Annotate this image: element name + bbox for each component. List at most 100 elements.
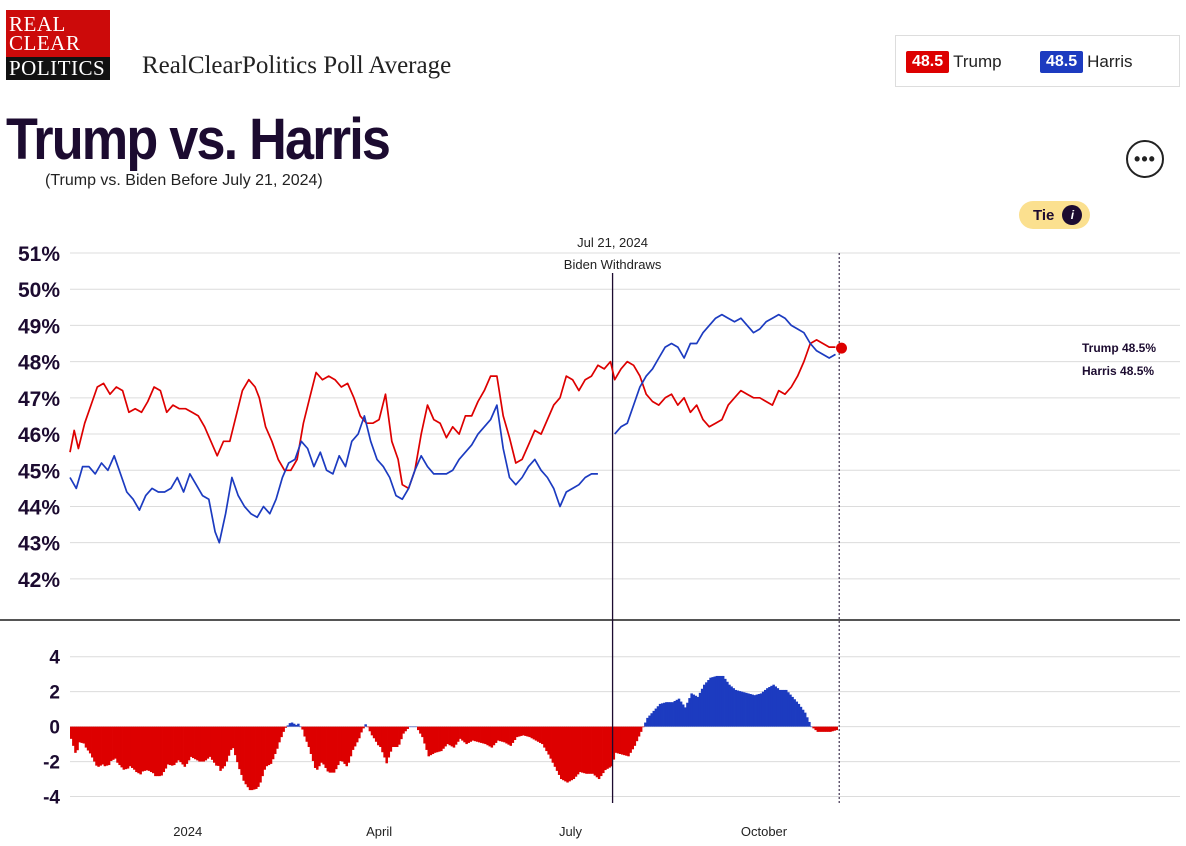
- spread-bar: [507, 726, 510, 745]
- spread-bar: [597, 726, 601, 780]
- spread-bar: [568, 726, 571, 782]
- spread-bar: [372, 726, 376, 739]
- spread-bar: [629, 726, 632, 753]
- spread-bar: [789, 694, 792, 727]
- spread-bar: [824, 726, 828, 732]
- tie-badge[interactable]: Tie i: [1019, 201, 1090, 229]
- spread-bar: [469, 726, 473, 742]
- spread-bar: [496, 726, 500, 741]
- spread-bar: [541, 726, 544, 745]
- spread-bar: [370, 726, 374, 736]
- spread-bar: [736, 690, 740, 727]
- y-tick-label: 46%: [18, 424, 60, 447]
- spread-bar: [91, 726, 94, 758]
- spread-bar: [88, 726, 92, 754]
- spread-bar: [490, 726, 494, 748]
- spread-bar: [803, 712, 807, 727]
- spread-bar: [423, 726, 426, 744]
- spread-bar: [774, 686, 777, 727]
- spread-bar: [322, 726, 325, 765]
- spread-bar: [635, 726, 639, 742]
- spread-bar: [700, 688, 704, 727]
- spread-bar: [328, 726, 332, 773]
- spread-bar: [116, 726, 119, 763]
- spread-bar: [475, 726, 479, 742]
- legend-trump[interactable]: 48.5 Trump: [906, 51, 1002, 73]
- spread-bar: [471, 726, 475, 741]
- y-tick-label: 49%: [18, 315, 60, 338]
- spread-bar: [118, 726, 121, 766]
- spread-bar: [431, 726, 435, 754]
- spread-bar: [576, 726, 580, 775]
- spread-bar: [486, 726, 489, 746]
- spread-bar: [339, 726, 342, 761]
- spread-bar: [185, 726, 189, 764]
- spread-bar: [267, 726, 271, 766]
- annotation-event: Biden Withdraws: [564, 257, 662, 272]
- spread-bar: [759, 693, 763, 727]
- spread-bar: [128, 726, 132, 767]
- spread-bar: [692, 694, 695, 727]
- spread-bar: [229, 726, 233, 750]
- legend-harris[interactable]: 48.5 Harris: [1040, 51, 1132, 73]
- spread-bar: [780, 689, 784, 727]
- spread-bar: [168, 726, 172, 766]
- spread-bar: [768, 687, 771, 727]
- spread-bar: [757, 694, 761, 727]
- spread-bar: [280, 726, 283, 738]
- spread-bar: [221, 726, 224, 769]
- spread-bar: [793, 699, 796, 727]
- spread-bar: [673, 700, 677, 727]
- spread-bar: [217, 726, 220, 766]
- spread-bar: [206, 726, 210, 759]
- spread-bar: [795, 701, 799, 727]
- spread-bar: [461, 726, 464, 741]
- spread-bar: [717, 675, 721, 727]
- spread-bar: [589, 726, 592, 774]
- end-label-harris: Harris 48.5%: [1082, 364, 1154, 378]
- spread-bar: [816, 726, 820, 732]
- spread-bar: [316, 726, 319, 770]
- spread-bar: [646, 717, 649, 727]
- spread-bar: [198, 726, 201, 762]
- spread-bar: [278, 726, 281, 743]
- spread-bar: [154, 726, 157, 777]
- spread-bar: [425, 726, 428, 750]
- spread-bar: [433, 726, 437, 753]
- spread-bar: [160, 726, 163, 776]
- spread-bar: [587, 726, 590, 774]
- spread-bar: [782, 689, 786, 727]
- spread-bar: [290, 722, 294, 727]
- spread-bar: [806, 717, 809, 727]
- spread-bar: [84, 726, 88, 748]
- spread-bar: [429, 726, 433, 756]
- spread-bar: [416, 726, 420, 731]
- spread-bar: [715, 675, 719, 727]
- spread-bar: [776, 688, 780, 727]
- rcp-logo[interactable]: REAL CLEAR POLITICS: [6, 10, 110, 80]
- spread-bar: [234, 726, 237, 756]
- spread-bar: [421, 726, 424, 738]
- spread-bar: [532, 726, 536, 740]
- spread-bar: [721, 675, 725, 727]
- spread-bar: [738, 691, 742, 727]
- spread-bar: [295, 724, 298, 727]
- spread-bar: [204, 726, 208, 761]
- spread-bar: [555, 726, 559, 771]
- more-options-button[interactable]: •••: [1126, 140, 1164, 178]
- spread-bar: [642, 726, 645, 728]
- spread-bar: [484, 726, 487, 745]
- info-icon[interactable]: i: [1062, 205, 1083, 225]
- spread-bar: [511, 726, 515, 743]
- spread-bar: [442, 726, 445, 749]
- spread-bar: [438, 726, 441, 752]
- spread-bar: [450, 726, 454, 747]
- spread-bar: [677, 698, 681, 727]
- spread-bar: [143, 726, 147, 771]
- spread-bar: [610, 726, 613, 767]
- spread-bar: [831, 726, 834, 732]
- spread-bar: [191, 726, 195, 759]
- spread-bar: [313, 726, 317, 768]
- spread-bar: [225, 726, 229, 762]
- spread-bar: [713, 676, 717, 727]
